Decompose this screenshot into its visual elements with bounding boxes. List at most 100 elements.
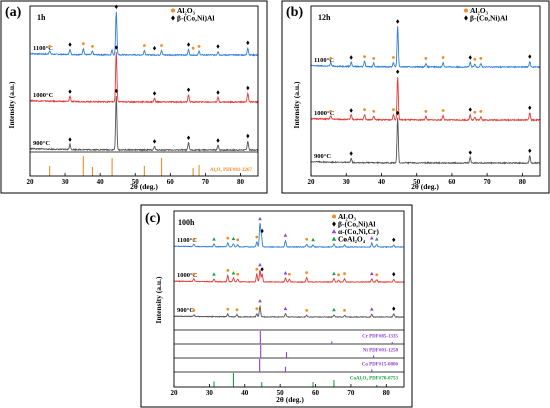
beta-marker (260, 228, 264, 234)
al2o3-marker (375, 273, 379, 277)
legend-beta-symbol (171, 15, 175, 21)
al2o3-marker (424, 57, 428, 60)
legend-label: α-(Co,Ni,Cr) (338, 227, 379, 236)
x-tick-label: 50 (277, 389, 285, 397)
panel-a: (a) Intensity (a.u.) 2θ (deg.) 20 30 40 50 6… (0, 0, 268, 194)
x-axis-title: 2θ (deg.) (276, 395, 304, 404)
al2o3-marker (337, 273, 340, 277)
panel-c: (c) Intensity (a.u.) 2θ (deg.) 20 30 40 50 6… (140, 204, 413, 408)
beta-marker (114, 88, 118, 94)
panel-c-frame (140, 204, 413, 408)
legend-beta-symbol (464, 15, 468, 21)
al2o3-marker (424, 110, 428, 113)
y-axis-title: Intensity (a.u.) (292, 81, 301, 128)
al2o3-marker (197, 45, 201, 48)
al2o3-marker (473, 110, 477, 114)
x-ticks: 20 30 40 50 60 70 80 (308, 173, 526, 186)
x-tick-label: 20 (171, 389, 179, 397)
al2o3-marker (329, 110, 333, 113)
alpha-marker (258, 262, 262, 267)
al2o3-marker (226, 269, 230, 272)
series-line-1000°C (173, 269, 405, 284)
beta-marker (392, 306, 396, 311)
plot-frame (173, 210, 405, 388)
time-label: 12h (318, 13, 331, 22)
x-axis-title: 2θ (deg.) (411, 182, 439, 191)
panel-label: (b) (286, 5, 303, 20)
al2o3-marker (236, 272, 240, 276)
x-ticks: 20 30 40 50 60 70 80 (171, 384, 391, 397)
alpha-marker (370, 271, 374, 276)
coal2o4-marker (332, 307, 336, 312)
al2o3-marker (343, 272, 346, 276)
coal2o4-marker (231, 236, 236, 241)
al2o3-marker (343, 308, 346, 312)
beta-marker (68, 137, 72, 142)
x-tick-label: 50 (413, 178, 421, 186)
legend-al2o3-symbol (464, 8, 468, 13)
beta-marker (246, 85, 250, 91)
al2o3-marker (81, 42, 85, 46)
legend-triangle-symbol (331, 236, 337, 241)
alpha-marker (283, 306, 288, 311)
beta-marker (246, 40, 250, 45)
beta-marker (216, 90, 220, 95)
reference-label: Al₂O₃ PDF#81-2267 (210, 168, 253, 173)
al2o3-marker (473, 57, 477, 61)
x-tick-label: 60 (312, 389, 320, 397)
al2o3-marker (343, 238, 346, 242)
al2o3-marker (48, 45, 52, 48)
beta-marker (392, 237, 396, 242)
panel-b-frame (281, 0, 550, 194)
series-line-1100°C (310, 26, 541, 69)
series-line-1100°C (173, 222, 405, 249)
al2o3-marker (392, 108, 395, 111)
coal2o4-marker (231, 271, 236, 275)
plot-body: 1100°C 1000°C 900°C Cr PDF#85-1335 Ni PDF#01… (173, 216, 405, 387)
beta-marker (246, 133, 250, 139)
series-label: 900°C (33, 140, 50, 147)
x-tick-label: 30 (343, 178, 351, 186)
al2o3-marker (372, 110, 376, 113)
legend-label: CoAl₂O₄ (338, 235, 366, 244)
series-line-900°C (310, 117, 541, 165)
al2o3-marker (392, 56, 395, 59)
beta-marker (468, 55, 472, 60)
al2o3-marker (305, 271, 309, 274)
coal2o4-marker (311, 237, 315, 242)
x-tick-label: 70 (202, 178, 210, 186)
coal2o4-marker (332, 271, 336, 276)
series-line-1000°C (29, 51, 259, 104)
beta-marker (68, 89, 72, 94)
coal2o4-marker (212, 272, 216, 276)
coal2o4-marker (374, 237, 379, 241)
x-tick-label: 40 (241, 389, 249, 397)
legend-label: β-(Co,Ni)Al (177, 14, 215, 23)
panel-b: (b) Intensity (a.u.) 2θ (deg.) 20 30 40 50 6… (281, 0, 550, 194)
x-tick-label: 80 (383, 389, 391, 397)
beta-marker (349, 151, 353, 156)
al2o3-marker (142, 44, 146, 47)
alpha-marker (283, 233, 288, 237)
panel-label: (c) (145, 211, 161, 226)
al2o3-marker (191, 46, 195, 50)
series-line-1000°C (310, 77, 541, 122)
al2o3-marker (479, 110, 483, 113)
beta-marker (468, 150, 472, 155)
reference-label: Co PDF#15-0806 (362, 363, 399, 368)
al2o3-marker (91, 45, 94, 48)
al2o3-marker (255, 307, 259, 311)
legend-label: β-(Co,Ni)Al (338, 220, 376, 229)
al2o3-marker (236, 238, 240, 242)
legend-label: β-(Co,Ni)Al (470, 14, 508, 23)
series-line-1100°C (29, 11, 259, 57)
al2o3-marker (479, 57, 483, 60)
beta-marker (396, 19, 400, 24)
coal2o4-marker (212, 237, 216, 241)
x-tick-label: 40 (378, 178, 386, 186)
beta-marker (528, 148, 532, 153)
beta-marker (349, 108, 353, 113)
reference-label: CoAl₂O₄ PDF#70-0753 (350, 377, 399, 382)
y-axis-title: Intensity (a.u.) (7, 81, 16, 128)
